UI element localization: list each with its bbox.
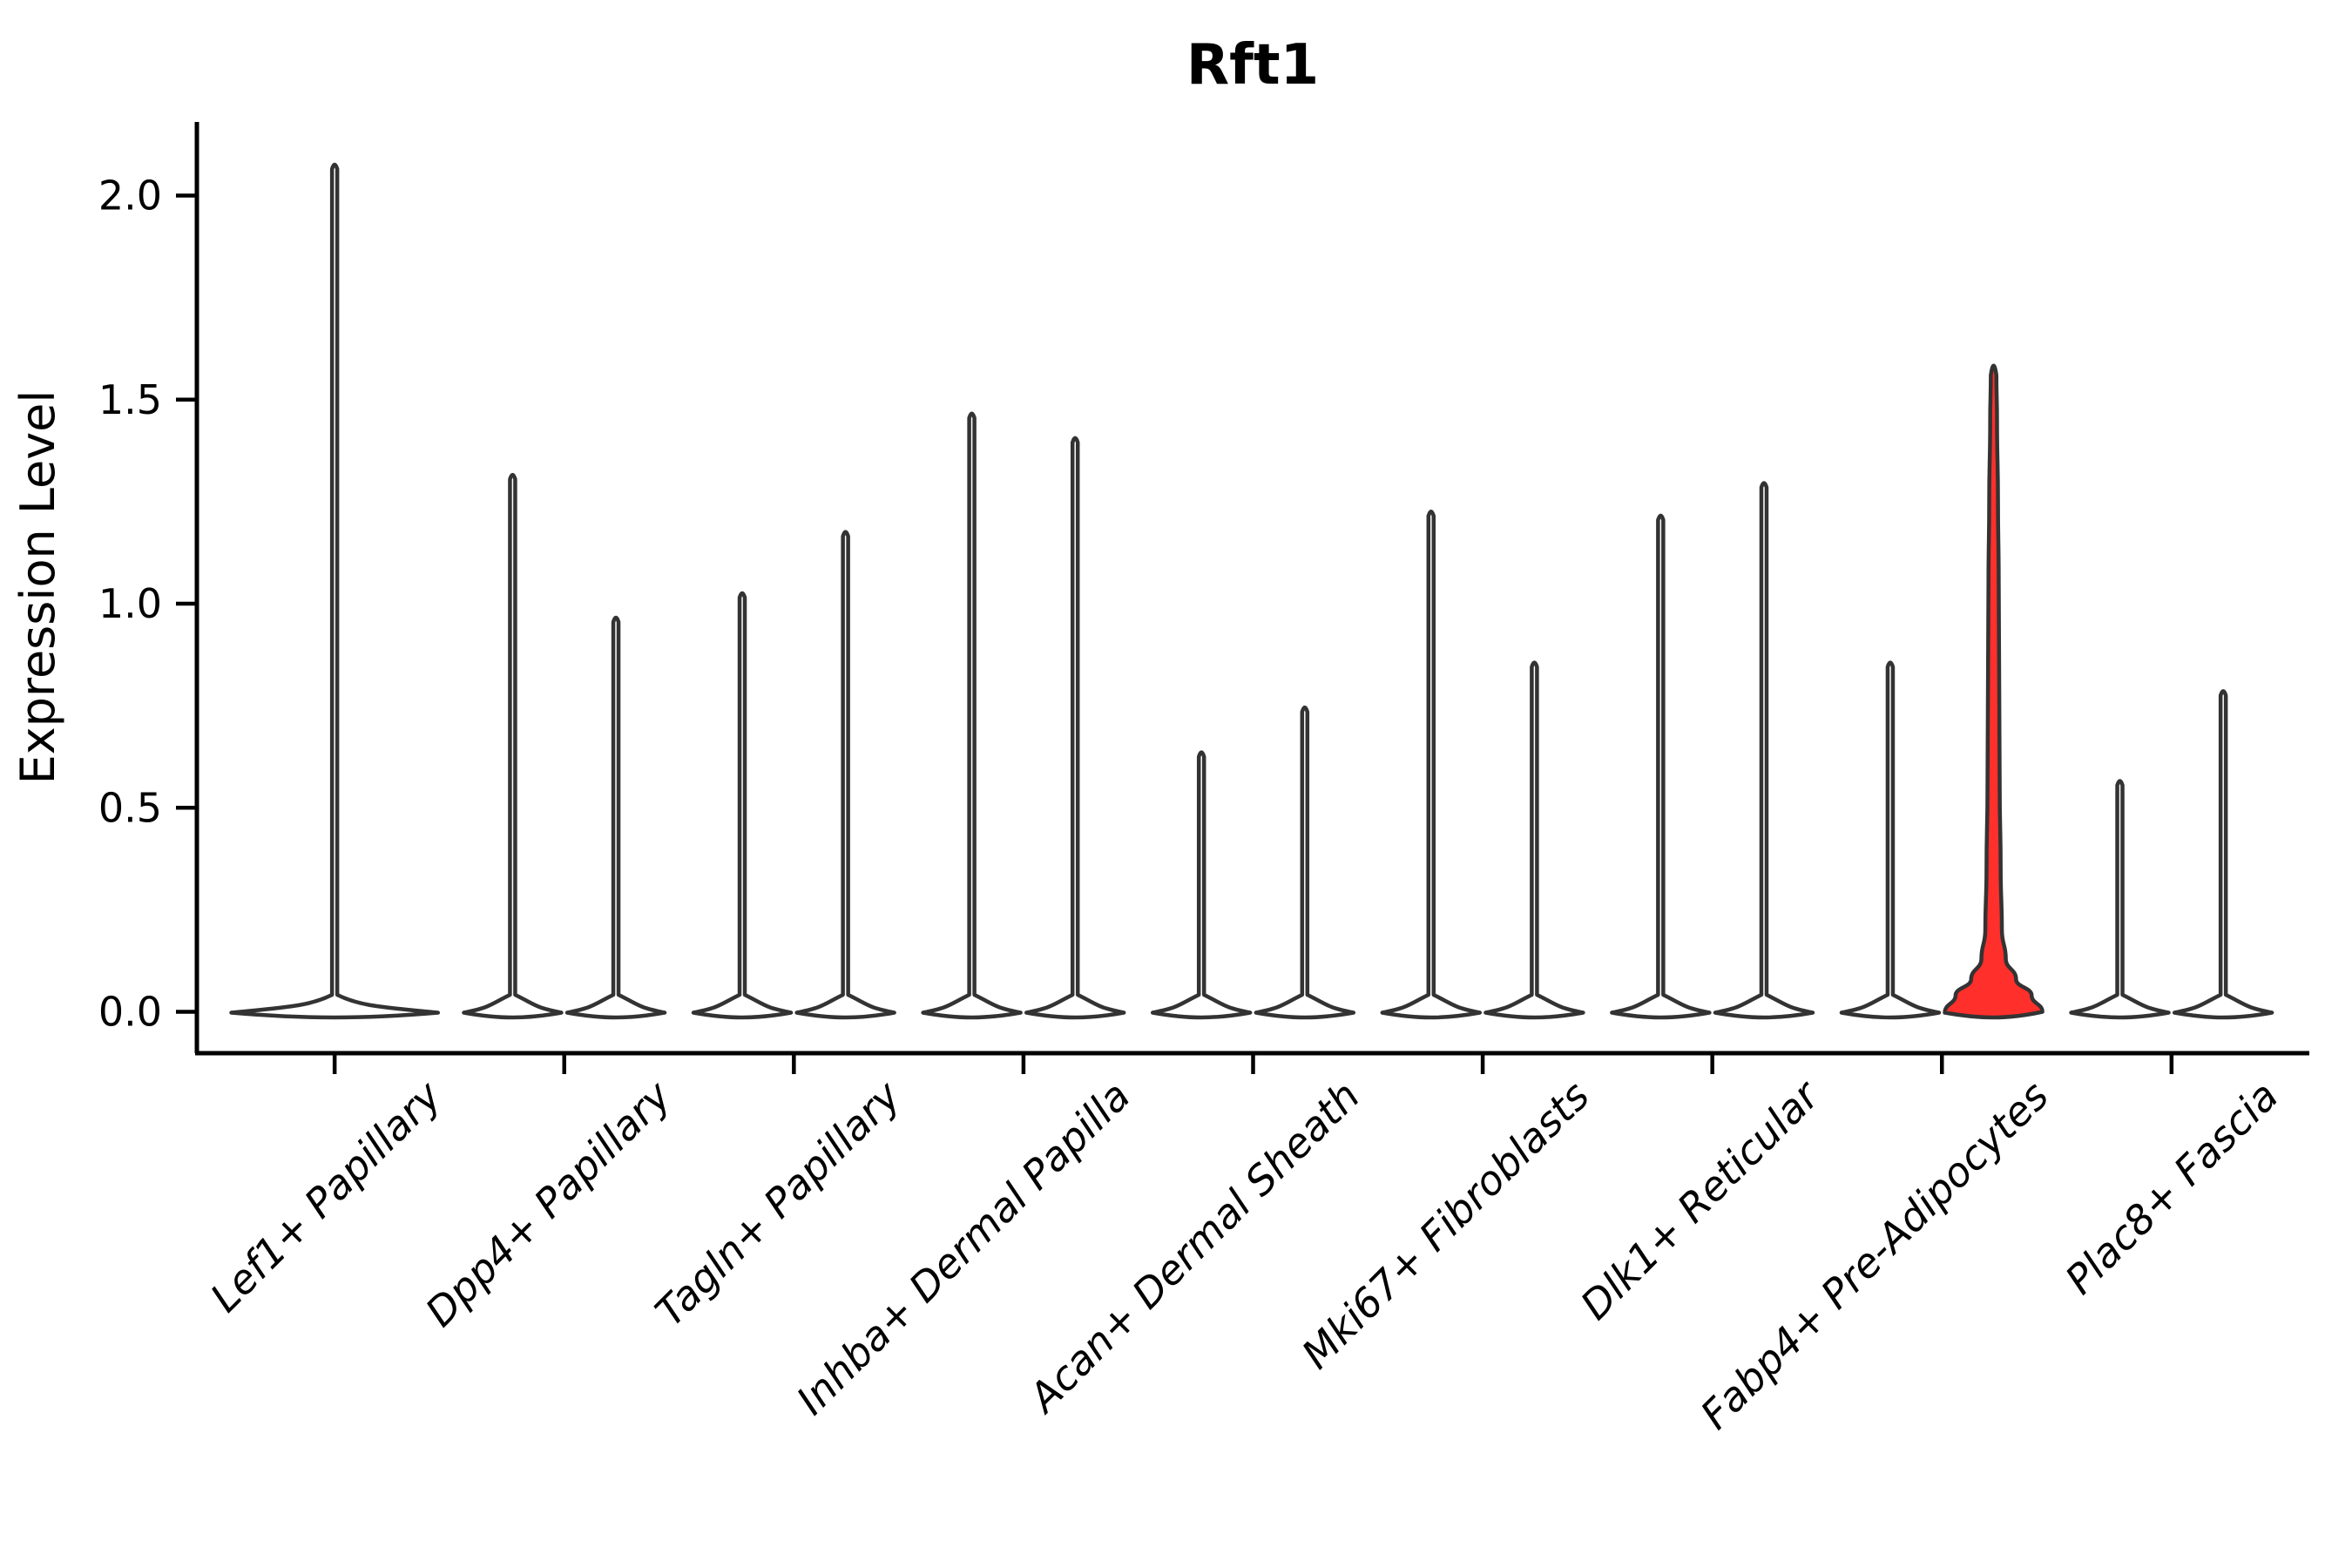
violin bbox=[2172, 689, 2274, 1020]
violin bbox=[564, 615, 667, 1020]
violin bbox=[921, 411, 1023, 1020]
violin-highlighted bbox=[1943, 363, 2044, 1020]
axes-layer bbox=[176, 122, 2309, 1074]
violin bbox=[794, 530, 896, 1020]
y-tick-label: 2.0 bbox=[98, 172, 162, 220]
y-tick-label: 0.5 bbox=[98, 784, 162, 831]
y-axis-label: Expression Level bbox=[10, 390, 65, 785]
violin bbox=[1024, 436, 1126, 1020]
violin bbox=[462, 472, 564, 1020]
x-tick-label: Plac8+ Fascia bbox=[2056, 1072, 2287, 1303]
violin bbox=[1839, 660, 1942, 1020]
x-tick-label: Dlk1+ Reticular bbox=[1571, 1070, 1830, 1328]
violin bbox=[1484, 660, 1585, 1020]
y-tick-label: 1.0 bbox=[98, 580, 162, 627]
y-tick-label: 1.5 bbox=[98, 376, 162, 423]
violin bbox=[2069, 779, 2171, 1020]
violins-layer bbox=[229, 162, 2274, 1020]
violin bbox=[1254, 705, 1356, 1020]
x-tick-label: Lef1+ Papillary bbox=[201, 1071, 450, 1321]
violin bbox=[229, 162, 441, 1020]
x-tick-label: Dpp4+ Papillary bbox=[416, 1071, 680, 1335]
violin bbox=[1150, 750, 1253, 1020]
plot-title: Rft1 bbox=[1186, 33, 1319, 98]
violin bbox=[1380, 509, 1483, 1020]
violin bbox=[1713, 481, 1815, 1020]
violin bbox=[691, 591, 794, 1020]
y-tick-label: 0.0 bbox=[98, 989, 162, 1036]
x-tick-label: Tagln+ Papillary bbox=[646, 1071, 910, 1335]
violin bbox=[1610, 513, 1712, 1020]
